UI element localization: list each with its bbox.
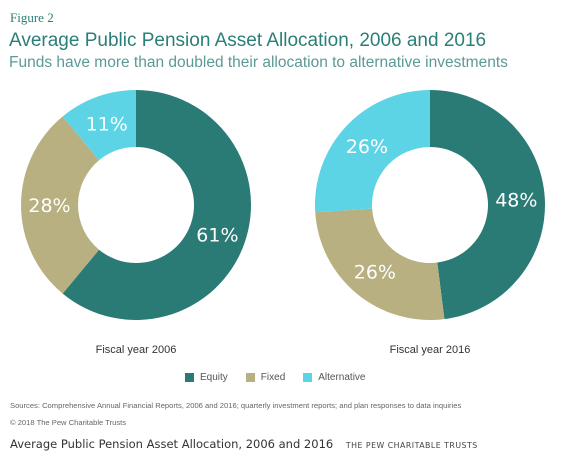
legend-label-alternative: Alternative [318, 371, 366, 383]
footer-org: THE PEW CHARITABLE TRUSTS [345, 441, 478, 450]
donut-slice-fixed [20, 116, 100, 294]
slice-label-fixed: 28% [28, 195, 70, 217]
sources-note: Sources: Comprehensive Annual Financial … [10, 401, 462, 410]
chart-caption: Fiscal year 2006 [96, 344, 177, 356]
slice-label-fixed: 26% [354, 262, 396, 284]
slice-label-equity: 48% [495, 190, 537, 212]
donut-slice-alternative [62, 90, 136, 161]
legend-swatch-fixed [245, 372, 255, 382]
copyright-note: © 2018 The Pew Charitable Trusts [10, 418, 127, 427]
donut-slice-equity [62, 90, 251, 320]
figure-label: Figure 2 [10, 10, 54, 25]
legend-label-fixed: Fixed [260, 371, 286, 383]
chart-caption: Fiscal year 2016 [390, 344, 471, 356]
donut-charts: 61% 28% 11% Fiscal year 2006 48% 26% 26% Fiscal… [20, 90, 545, 356]
footer: Average Public Pension Asset Allocation,… [10, 437, 478, 451]
legend-item-fixed: Fixed [245, 371, 286, 383]
legend-swatch-alternative [303, 372, 313, 382]
legend-item-equity: Equity [185, 372, 228, 383]
chart-legend: Equity Fixed Alternative [185, 370, 366, 384]
donut-slice-alternative [315, 90, 430, 213]
slice-label-alternative: 26% [346, 136, 388, 158]
slice-label-alternative: 11% [86, 114, 128, 136]
donut-slice-fixed [315, 208, 445, 320]
legend-label-equity: Equity [200, 371, 228, 383]
legend-swatch-equity [185, 372, 194, 382]
donut-slice-equity [430, 90, 545, 320]
chart-subtitle: Funds have more than doubled their alloc… [9, 54, 508, 71]
legend-item-alternative: Alternative [303, 371, 366, 383]
slice-label-equity: 61% [196, 224, 238, 246]
chart-title: Average Public Pension Asset Allocation,… [9, 30, 487, 51]
footer-title: Average Public Pension Asset Allocation,… [10, 437, 334, 451]
